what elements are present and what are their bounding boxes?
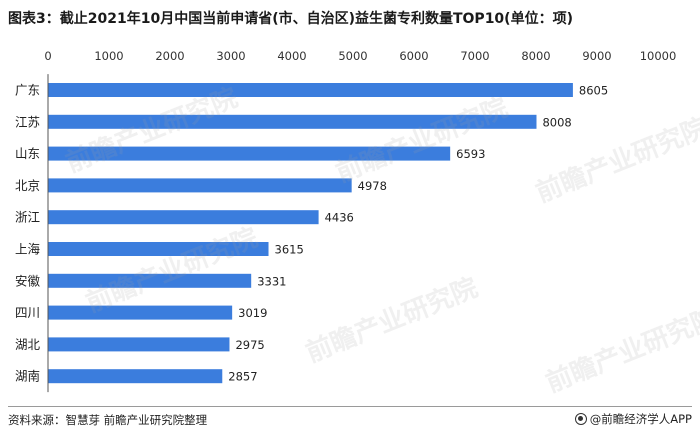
value-labels: 8605 8008 6593 4978 4436 3615 3331 3019 2975 2857 — [228, 84, 608, 384]
x-tick-label: 7000 — [460, 49, 489, 63]
x-tick-label: 0 — [44, 49, 51, 63]
footer-divider — [8, 406, 692, 407]
value-label: 2975 — [235, 338, 264, 352]
category-label: 山东 — [15, 146, 40, 161]
brand-text: @前瞻经济学人APP — [589, 412, 692, 426]
bar-3 — [48, 146, 451, 161]
x-tick-label: 9000 — [582, 49, 611, 63]
category-label: 上海 — [15, 242, 41, 257]
value-label: 8605 — [579, 84, 608, 98]
category-label: 江苏 — [15, 114, 40, 129]
value-label: 3615 — [275, 243, 304, 257]
category-label: 北京 — [15, 178, 40, 193]
x-tick-label: 2000 — [155, 49, 184, 63]
chart-title: 图表3：截止2021年10月中国当前申请省(市、自治区)益生菌专利数量TOP10… — [8, 11, 573, 27]
x-tick-label: 6000 — [399, 49, 428, 63]
category-label: 浙江 — [15, 210, 40, 225]
category-label: 安徽 — [15, 273, 41, 288]
value-label: 8008 — [542, 115, 571, 129]
bar-chart: 0 1000 2000 3000 4000 5000 6000 7000 8000 9000 100… — [15, 49, 676, 393]
value-label: 3019 — [238, 306, 267, 320]
bar-6 — [48, 242, 269, 256]
x-tick-label: 5000 — [338, 49, 367, 63]
brand-credit: @前瞻经济学人APP — [574, 411, 692, 427]
bars — [48, 83, 573, 384]
bar-10 — [48, 369, 223, 384]
category-label: 广东 — [15, 83, 40, 98]
bar-5 — [48, 210, 319, 225]
x-tick-label: 1000 — [94, 49, 123, 63]
x-tick-label: 10000 — [640, 49, 677, 63]
value-label: 3331 — [257, 274, 286, 288]
x-tick-label: 4000 — [277, 49, 306, 63]
bar-9 — [48, 337, 230, 352]
category-label: 四川 — [15, 305, 40, 320]
bar-4 — [48, 178, 352, 193]
value-label: 4978 — [358, 179, 387, 193]
x-axis-ticks: 0 1000 2000 3000 4000 5000 6000 7000 8000 9000 100… — [44, 49, 676, 63]
brand-logo-icon — [574, 413, 587, 425]
source-note: 资料来源：智慧芽 前瞻产业研究院整理 — [8, 413, 208, 427]
value-label: 4436 — [325, 211, 354, 225]
bar-2 — [48, 114, 537, 129]
x-tick-label: 3000 — [216, 49, 245, 63]
x-tick-label: 8000 — [521, 49, 550, 63]
bar-7 — [48, 273, 252, 288]
bar-1 — [48, 83, 573, 97]
category-label: 湖南 — [15, 369, 40, 384]
bar-8 — [48, 305, 233, 320]
value-label: 2857 — [228, 370, 257, 384]
value-label: 6593 — [456, 147, 485, 161]
category-label: 湖北 — [15, 337, 41, 352]
